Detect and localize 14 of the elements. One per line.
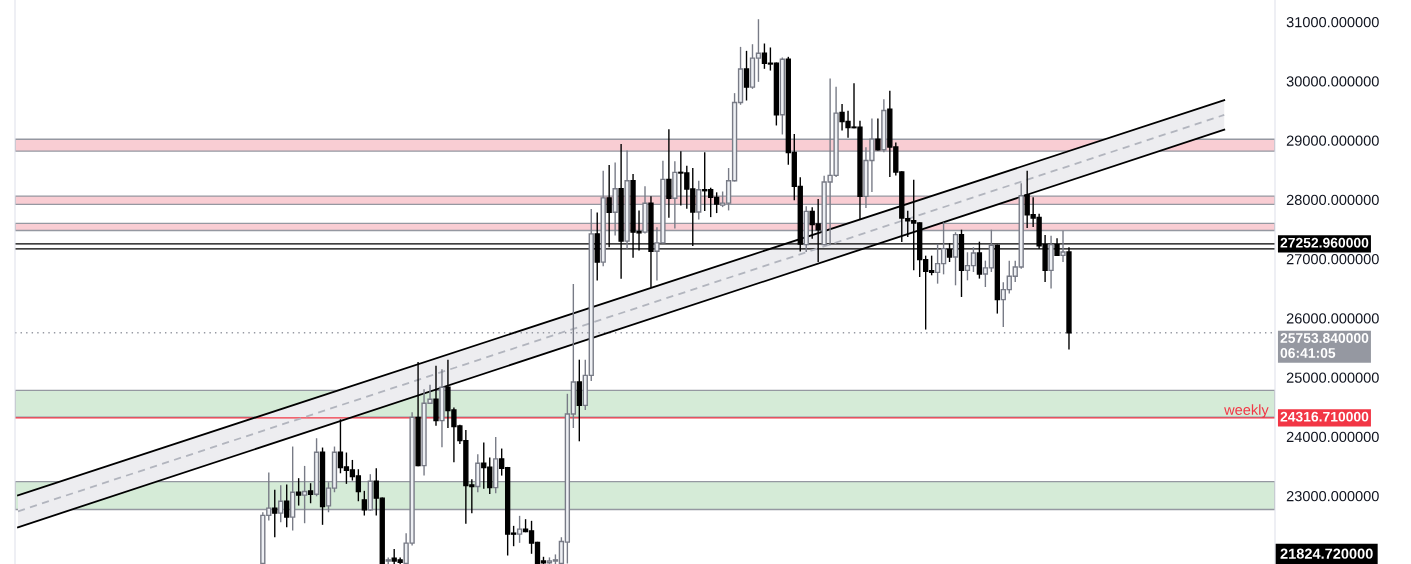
y-tick-label: 30000.000000 (1286, 76, 1379, 87)
y-tick-label: 31000.000000 (1286, 17, 1379, 28)
ref-line-label: 27252.960000 (1280, 237, 1369, 248)
y-tick-label: 24000.000000 (1286, 431, 1379, 443)
text: 21824.720000 (1280, 548, 1373, 559)
y-tick-label: 27000.000000 (1286, 254, 1379, 265)
y-tick-label: 25000.000000 (1286, 372, 1379, 383)
ref-line-label: 24316.710000 (1280, 411, 1369, 422)
y-tick-label: 29000.000000 (1286, 135, 1379, 146)
y-tick-label: 23000.000000 (1286, 490, 1379, 502)
y-tick-label: 26000.000000 (1286, 313, 1379, 324)
ref-line-label: 25753.840000 06:41:05 (1280, 333, 1369, 358)
annotation: weekly (1224, 404, 1269, 418)
y-tick-label: 28000.000000 (1286, 194, 1379, 206)
